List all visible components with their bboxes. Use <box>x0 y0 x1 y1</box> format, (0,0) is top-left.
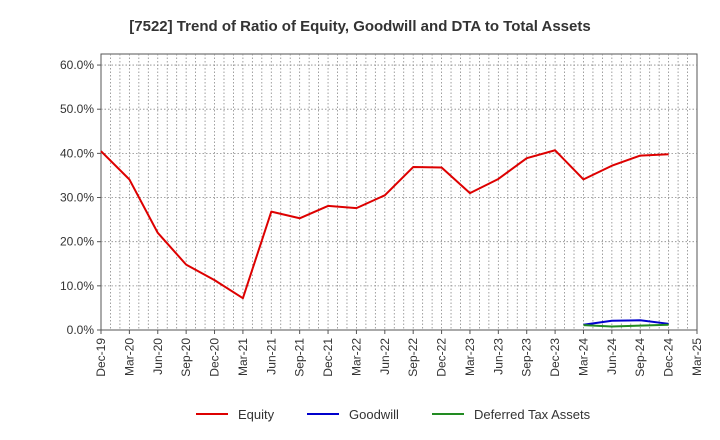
x-tick-label: Jun-22 <box>378 338 392 375</box>
y-tick-label: 60.0% <box>60 58 94 72</box>
x-tick-label: Mar-24 <box>576 338 590 376</box>
x-tick-label: Mar-25 <box>690 338 704 376</box>
chart-title: [7522] Trend of Ratio of Equity, Goodwil… <box>129 18 590 35</box>
x-tick-label: Dec-19 <box>94 338 108 377</box>
series-line-equity <box>100 149 669 300</box>
x-tick-label: Dec-20 <box>208 338 222 377</box>
x-tick-label: Jun-24 <box>605 338 619 375</box>
x-tick-label: Sep-21 <box>293 338 307 377</box>
x-tick-label: Mar-21 <box>236 338 250 376</box>
legend-label-equity: Equity <box>238 407 275 422</box>
series-lines <box>100 149 669 328</box>
x-tick-label: Dec-24 <box>662 338 676 377</box>
series-line-deferred-tax-assets <box>583 323 669 328</box>
y-axis: 0.0% 10.0% 20.0% 30.0% 40.0% 50.0% 60.0% <box>60 58 101 337</box>
plot-area <box>100 53 698 331</box>
x-tick-label: Dec-23 <box>548 338 562 377</box>
legend: Equity Goodwill Deferred Tax Assets <box>196 407 591 422</box>
y-tick-label: 0.0% <box>67 323 95 337</box>
y-tick-label: 20.0% <box>60 235 94 249</box>
x-tick-label: Jun-21 <box>264 338 278 375</box>
y-tick-label: 30.0% <box>60 191 94 205</box>
x-tick-label: Jun-20 <box>151 338 165 375</box>
x-tick-label: Sep-23 <box>520 338 534 377</box>
series-line-goodwill <box>583 319 669 326</box>
x-tick-label: Jun-23 <box>491 338 505 375</box>
x-tick-label: Dec-22 <box>435 338 449 377</box>
x-tick-label: Dec-21 <box>321 338 335 377</box>
legend-label-goodwill: Goodwill <box>349 407 399 422</box>
x-tick-label: Sep-20 <box>179 338 193 377</box>
legend-label-deferred-tax-assets: Deferred Tax Assets <box>474 407 591 422</box>
x-tick-label: Mar-23 <box>463 338 477 376</box>
x-tick-label: Sep-22 <box>406 338 420 377</box>
x-tick-label: Mar-20 <box>122 338 136 376</box>
y-tick-label: 50.0% <box>60 102 94 116</box>
y-tick-label: 10.0% <box>60 279 94 293</box>
gridlines <box>101 54 697 330</box>
x-tick-label: Sep-24 <box>633 338 647 377</box>
x-axis: Dec-19 Mar-20 Jun-20 Sep-20 Dec-20 Mar-21 Jun-… <box>94 330 704 377</box>
x-tick-label: Mar-22 <box>349 338 363 376</box>
y-tick-label: 40.0% <box>60 146 94 160</box>
